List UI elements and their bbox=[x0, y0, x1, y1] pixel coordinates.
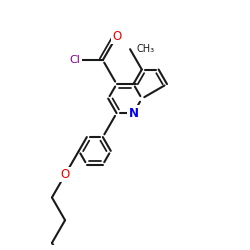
Text: Cl: Cl bbox=[70, 55, 81, 65]
Text: O: O bbox=[60, 168, 70, 181]
Text: N: N bbox=[128, 107, 138, 120]
Text: O: O bbox=[112, 30, 121, 43]
Text: CH₃: CH₃ bbox=[136, 44, 154, 54]
